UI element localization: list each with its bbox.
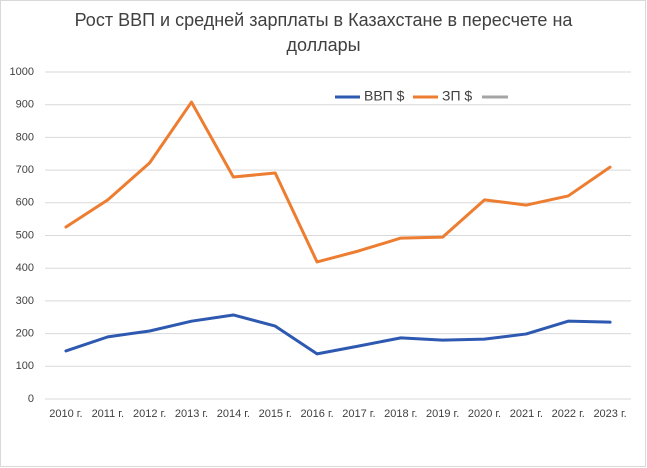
y-tick-label: 1000: [10, 66, 34, 78]
y-tick-label: 400: [16, 262, 34, 274]
y-tick-label: 500: [16, 229, 34, 241]
x-tick-label: 2023 г.: [593, 408, 626, 420]
x-tick-label: 2012 г.: [133, 408, 166, 420]
series-line: [64, 313, 612, 356]
legend-label: ЗП $: [442, 88, 472, 104]
x-tick-label: 2017 г.: [342, 408, 375, 420]
x-tick-label: 2011 г.: [92, 408, 124, 420]
chart-title: Рост ВВП и средней зарплаты в Казахстане…: [74, 10, 573, 55]
y-tick-label: 200: [16, 328, 34, 340]
x-tick-label: 2021 г.: [510, 408, 543, 420]
x-tick-label: 2019 г.: [426, 408, 459, 420]
x-tick-label: 2018 г.: [384, 408, 417, 420]
y-tick-label: 600: [16, 197, 34, 209]
y-tick-label: 100: [16, 360, 34, 372]
y-tick-label: 800: [16, 131, 34, 143]
y-tick-label: 700: [16, 164, 34, 176]
x-tick-label: 2010 г.: [49, 408, 82, 420]
x-tick-label: 2016 г.: [300, 408, 333, 420]
series-line: [64, 100, 612, 264]
x-tick-label: 2014 г.: [217, 408, 250, 420]
y-tick-label: 900: [16, 99, 34, 111]
y-tick-label: 300: [16, 295, 34, 307]
x-tick-label: 2020 г.: [468, 408, 501, 420]
y-tick-label: 0: [28, 393, 34, 405]
x-tick-label: 2013 г.: [175, 408, 208, 420]
legend-label: ВВП $: [364, 88, 405, 104]
x-tick-label: 2022 г.: [552, 408, 585, 420]
x-tick-label: 2015 г.: [259, 408, 292, 420]
